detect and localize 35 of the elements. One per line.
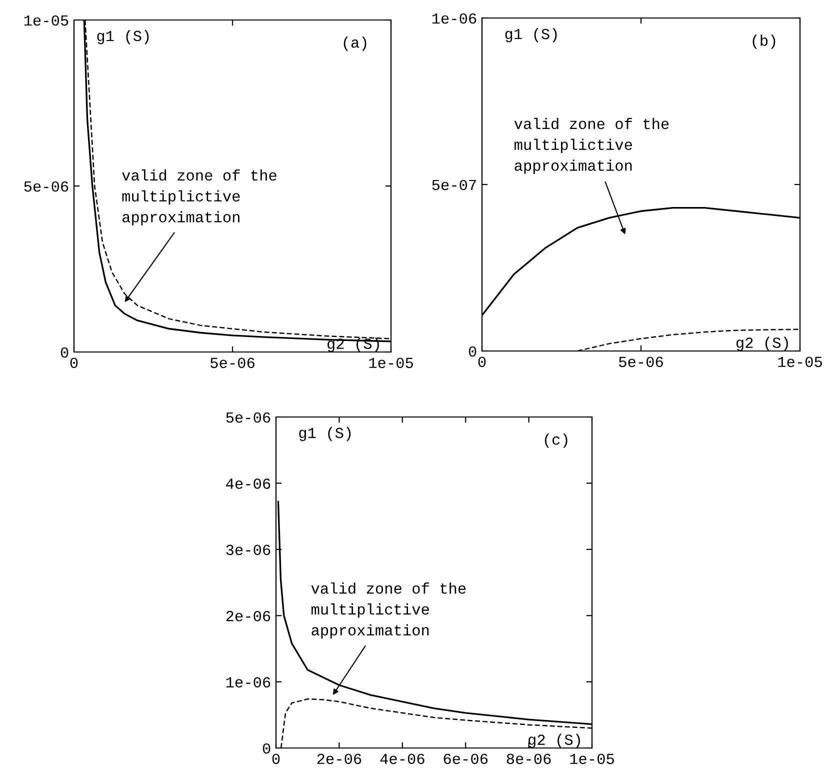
x-tick-label: 0 [70, 358, 78, 368]
x-tick-label: 5e-06 [619, 356, 663, 368]
annotation: valid zone of the multiplictive approximation [122, 169, 276, 226]
y-axis-title: g1 (S) [97, 30, 149, 44]
x-tick-label: 6e-06 [444, 754, 488, 764]
y-tick-label: 1e-05 [24, 15, 68, 26]
x-tick-label: 8e-06 [506, 754, 551, 764]
y-tick-label: 2e-06 [226, 610, 270, 622]
y-tick-label: 0 [60, 347, 68, 358]
y-tick-label: 0 [262, 743, 270, 754]
y-tick-label: 3e-06 [226, 544, 270, 556]
x-tick-label: 1e-05 [570, 754, 614, 764]
y-axis-title: g1 (S) [299, 426, 351, 442]
y-tick-label: 5e-06 [226, 412, 270, 423]
annotation: (c) [544, 434, 568, 448]
x-tick-label: 1e-05 [369, 358, 413, 368]
x-axis-title: g2 (S) [528, 734, 580, 748]
y-tick-label: 5e-07 [432, 180, 476, 190]
x-axis-title: g2 (S) [736, 336, 788, 351]
x-tick-label: 1e-05 [778, 356, 822, 368]
x-tick-label: 0 [478, 356, 486, 368]
annotation: (b) [752, 34, 776, 49]
y-axis-title: g1 (S) [505, 28, 557, 42]
x-tick-label: 2e-06 [317, 754, 362, 764]
x-tick-label: 5e-06 [210, 358, 254, 368]
y-tick-label: 1e-06 [226, 677, 270, 688]
annotation: (a) [344, 36, 366, 51]
y-tick-label: 4e-06 [226, 478, 270, 489]
annotation: valid zone of the multiplictive approximation [514, 118, 669, 174]
annotation: valid zone of the multiplictive approximation [311, 582, 466, 639]
y-tick-label: 5e-06 [24, 181, 68, 192]
y-tick-label: 0 [468, 346, 476, 357]
x-tick-label: 0 [272, 754, 280, 764]
y-tick-label: 1e-06 [432, 13, 476, 24]
x-tick-label: 4e-06 [380, 754, 424, 764]
